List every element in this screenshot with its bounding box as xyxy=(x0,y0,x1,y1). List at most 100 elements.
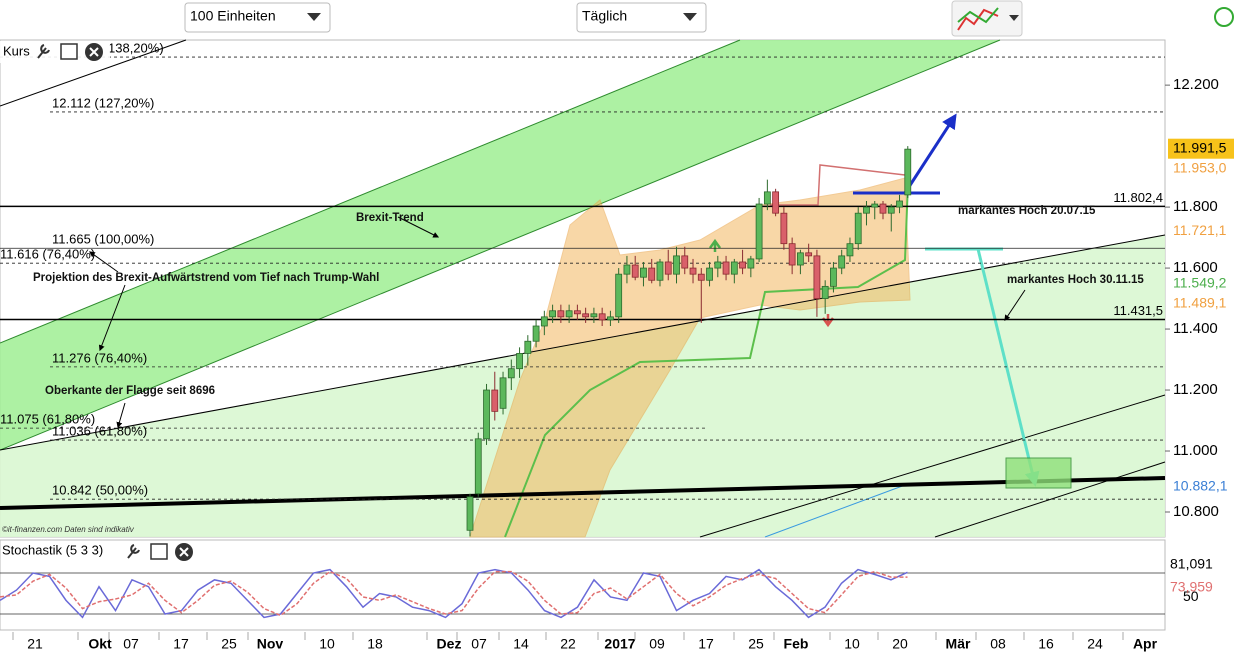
close-cross xyxy=(89,47,99,57)
candle-body xyxy=(887,206,895,214)
x-tick-label: 18 xyxy=(367,636,383,652)
stochastic-line xyxy=(0,570,908,617)
panel-label: Stochastik (5 3 3) xyxy=(2,542,103,557)
stochastic-value: 81,091 xyxy=(1170,556,1213,572)
indicator-icon xyxy=(957,7,999,24)
dropdown-arrow xyxy=(1009,15,1019,21)
refresh-icon[interactable] xyxy=(1214,7,1234,27)
average-line xyxy=(764,484,906,538)
x-tick-label: 17 xyxy=(698,636,714,652)
candle-body xyxy=(706,267,713,281)
candle-body xyxy=(549,310,556,318)
price-label: 11.953,0 xyxy=(1173,159,1227,175)
x-tick-label: 14 xyxy=(513,636,529,652)
candle-body xyxy=(573,310,581,315)
candle-body xyxy=(565,310,573,318)
candle-body xyxy=(516,353,523,370)
candle-body xyxy=(582,313,590,318)
candle-body xyxy=(821,285,829,299)
breakout-arrow xyxy=(903,113,957,194)
candle-body xyxy=(830,267,837,287)
stochastic-line xyxy=(0,568,908,619)
y-tick-label: 11.200 xyxy=(1173,381,1218,398)
candle-body xyxy=(714,261,722,269)
line-label: 11.431,5 xyxy=(1113,303,1163,318)
stochastic-panel xyxy=(0,539,1166,631)
trailing-stop xyxy=(504,181,909,538)
candle-body xyxy=(631,264,639,278)
candle-body xyxy=(763,191,771,205)
line-label: 11.802,4 xyxy=(1113,190,1163,205)
candle-body xyxy=(507,368,515,379)
candle-body xyxy=(871,203,879,208)
candle-body xyxy=(797,252,804,266)
x-tick-label: 22 xyxy=(560,636,576,652)
annotation-arrow xyxy=(1004,289,1026,321)
price-label: 10.882,1 xyxy=(1173,478,1228,494)
channel-line xyxy=(0,39,741,344)
close-cross xyxy=(179,547,189,557)
candle-body xyxy=(673,255,680,275)
units-dropdown[interactable] xyxy=(184,2,331,33)
price-label: 11.489,1 xyxy=(1173,294,1227,310)
y-tick-label: 11.800 xyxy=(1173,198,1218,215)
settings-icon[interactable] xyxy=(127,544,140,559)
interval-dropdown[interactable] xyxy=(576,2,707,33)
trend-line xyxy=(0,39,187,107)
x-tick-label: 24 xyxy=(1087,636,1103,652)
annotation-arrow xyxy=(116,402,126,429)
x-tick-label: 25 xyxy=(748,636,764,652)
x-tick-label: Mär xyxy=(946,636,971,652)
price-label: 11.721,1 xyxy=(1173,222,1227,238)
x-tick-label: 08 xyxy=(990,636,1006,652)
candle-body xyxy=(838,255,846,269)
candle-body xyxy=(780,212,788,245)
x-tick-label: 25 xyxy=(221,636,237,652)
indicator-icon xyxy=(957,8,999,31)
candle-body xyxy=(730,261,738,275)
candle-body xyxy=(722,261,730,275)
fib-label: 138,20%) xyxy=(108,41,164,56)
channel-line xyxy=(0,39,1001,451)
indicator-button[interactable] xyxy=(951,0,1023,37)
units-value: 100 Einheiten xyxy=(190,8,276,24)
settings-icon[interactable] xyxy=(37,44,50,59)
y-tick-label: 12.200 xyxy=(1173,76,1219,93)
candle-body xyxy=(788,243,796,266)
candle-body xyxy=(805,252,813,257)
toolbar: 100 Einheiten Täglich xyxy=(184,0,1234,37)
signal-line xyxy=(770,164,906,206)
candle-body xyxy=(557,310,565,318)
y-tick-label: 11.000 xyxy=(1173,442,1218,459)
candle-body xyxy=(640,267,647,278)
candle-body xyxy=(904,148,912,196)
trend-line xyxy=(0,234,1166,451)
candle-body xyxy=(697,273,705,281)
candle-body xyxy=(681,255,689,269)
annotation-arrow xyxy=(98,284,126,352)
window-icon[interactable] xyxy=(60,43,78,60)
x-tick-label: 20 xyxy=(892,636,908,652)
candle-body xyxy=(524,340,532,354)
dropdown-arrow xyxy=(307,13,321,21)
x-axis: 21 Okt 07 17 25 Nov 10 18 Dez 07 14 22 2017 09 17 25 Feb… xyxy=(12,632,1158,652)
annotation: Oberkante der Flagge seit 8696 xyxy=(45,385,215,397)
candle-body xyxy=(491,389,499,412)
x-tick-label: 10 xyxy=(844,636,860,652)
buy-signal xyxy=(708,238,722,252)
trend-line xyxy=(934,461,1166,538)
x-tick-label: 09 xyxy=(649,636,665,652)
annotation: markantes Hoch 30.11.15 xyxy=(1007,274,1144,286)
x-tick-label: 21 xyxy=(27,636,43,652)
interval-value: Täglich xyxy=(582,8,627,24)
candle-body xyxy=(532,325,540,342)
window-icon[interactable] xyxy=(150,543,168,560)
dropdown-arrow xyxy=(683,13,697,21)
candle-body xyxy=(863,206,870,214)
y-tick-label: 10.800 xyxy=(1173,503,1219,520)
candle-body xyxy=(689,267,697,275)
fib-label: 11.616 (76,40%) xyxy=(0,247,95,262)
candle-body xyxy=(739,261,746,269)
candle-body xyxy=(896,200,903,208)
candle-body xyxy=(615,273,623,318)
